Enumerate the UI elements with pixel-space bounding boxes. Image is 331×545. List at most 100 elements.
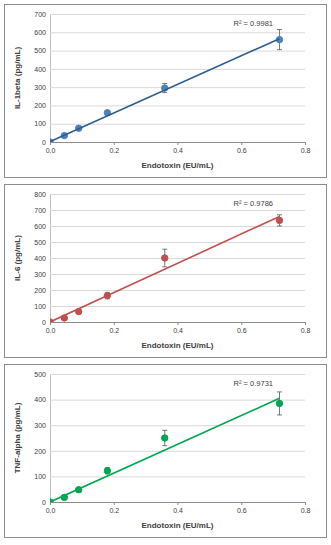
x-tick: 0.6 (237, 502, 247, 514)
y-tick: 400 (34, 255, 305, 262)
y-axis: 0100200300400500 (34, 371, 305, 506)
grid-line (50, 306, 305, 307)
x-axis: 0.00.20.40.60.8 (46, 322, 311, 334)
x-tick: 0.8 (301, 502, 311, 514)
y-tick-label: 0 (42, 319, 46, 326)
tick-mark (305, 142, 306, 145)
y-tick-label: 500 (34, 371, 46, 378)
x-tick-label: 0.4 (173, 147, 183, 154)
chart-panel: 01002003004005006007008000.00.20.40.60.8… (5, 185, 327, 358)
grid-line (50, 476, 305, 477)
x-tick-label: 0.6 (237, 327, 247, 334)
y-tick-label: 0 (42, 499, 46, 506)
y-tick-label: 0 (42, 139, 46, 146)
y-axis-line (51, 15, 306, 143)
x-tick-label: 0.4 (173, 507, 183, 514)
y-tick-label: 500 (34, 47, 46, 54)
y-tick: 100 (34, 303, 305, 310)
r-squared: R² = 0.9981 (234, 19, 273, 28)
grid-line (50, 226, 305, 227)
x-axis-line (51, 503, 306, 506)
grid-line (50, 51, 305, 52)
y-tick: 500 (34, 47, 305, 54)
grid-line (50, 194, 305, 195)
x-axis-title: Endotoxin (EU/mL) (142, 521, 214, 530)
y-tick: 300 (34, 422, 305, 429)
x-tick: 0.0 (46, 322, 56, 334)
r-squared: R² = 0.9731 (234, 379, 273, 388)
error-cap (277, 49, 282, 50)
marks (50, 215, 283, 322)
y-tick-label: 700 (34, 11, 46, 18)
plot: 01002003004005006007008000.00.20.40.60.8… (13, 191, 310, 350)
y-tick-label: 500 (34, 239, 46, 246)
y-tick-label: 400 (34, 255, 46, 262)
data-point (162, 435, 168, 441)
error-cap (277, 414, 282, 415)
x-tick: 0.4 (173, 142, 183, 154)
error-cap (277, 214, 282, 215)
grid-line (50, 258, 305, 259)
y-axis: 0100200300400500600700 (34, 11, 305, 146)
x-tick-label: 0.0 (46, 507, 56, 514)
plot: 01002003004005006007000.00.20.40.60.8End… (13, 11, 310, 170)
x-axis-line (51, 143, 306, 146)
tick-mark (305, 322, 306, 325)
error-bar (162, 249, 167, 267)
trend-line (50, 216, 280, 322)
x-axis: 0.00.20.40.60.8 (46, 142, 311, 154)
y-tick: 500 (34, 239, 305, 246)
y-tick: 200 (34, 287, 305, 294)
figure: 0 100 200 300 400 500 600 700 0.0 0.2 0.4 0.6 0.8 End… (0, 0, 331, 545)
x-tick-label: 0.2 (109, 147, 119, 154)
y-tick: 400 (34, 396, 305, 403)
x-tick: 0.6 (237, 322, 247, 334)
x-axis-title: Endotoxin (EU/mL) (142, 161, 214, 170)
x-tick: 0.4 (173, 322, 183, 334)
y-tick-label: 300 (34, 84, 46, 91)
x-tick: 0.0 (46, 502, 56, 514)
error-cap (162, 445, 167, 446)
y-tick: 0 (42, 139, 305, 146)
error-cap (277, 226, 282, 227)
panel-frame (5, 185, 327, 358)
error-cap (162, 266, 167, 267)
x-axis: 0.0 0.2 0.4 0.6 0.8 (46, 502, 311, 514)
error-bar (277, 392, 282, 415)
error-bar (105, 468, 110, 474)
tick-mark (241, 322, 242, 325)
y-tick: 0 (42, 499, 305, 506)
tick-mark (114, 142, 115, 145)
y-tick-label: 200 (34, 448, 46, 455)
grid-line (50, 87, 305, 88)
y-axis-title: TNF-alpha (pg/mL) (13, 402, 22, 473)
tick-mark (114, 322, 115, 325)
error-cap (162, 430, 167, 431)
grid-line (50, 451, 305, 452)
y-tick-label: 600 (34, 223, 46, 230)
panel-frame (5, 5, 327, 178)
error-cap (277, 29, 282, 30)
y-tick-label: 200 (34, 102, 46, 109)
grid-line (50, 32, 305, 33)
y-axis-line (51, 375, 306, 503)
y-tick: 800 (34, 191, 305, 198)
error-cap (162, 92, 167, 93)
x-tick: 0.4 (173, 502, 183, 514)
x-tick-label: 0.6 (237, 507, 247, 514)
x-tick: 0.2 (109, 322, 119, 334)
x-tick-label: 0.8 (301, 147, 311, 154)
y-axis: 0100200300400500600700800 (34, 191, 305, 326)
x-axis-title: Endotoxin (EU/mL) (142, 341, 214, 350)
tick-mark (178, 142, 179, 145)
y-tick-label: 100 (34, 120, 46, 127)
y-tick-label: 700 (34, 207, 46, 214)
x-tick-label: 0.2 (109, 507, 119, 514)
x-tick-label: 0.4 (173, 327, 183, 334)
marks (50, 392, 283, 502)
error-bar (162, 430, 167, 445)
grid-line (50, 210, 305, 211)
tick-mark (50, 322, 51, 325)
y-tick: 600 (34, 29, 305, 36)
data-point (104, 468, 110, 474)
